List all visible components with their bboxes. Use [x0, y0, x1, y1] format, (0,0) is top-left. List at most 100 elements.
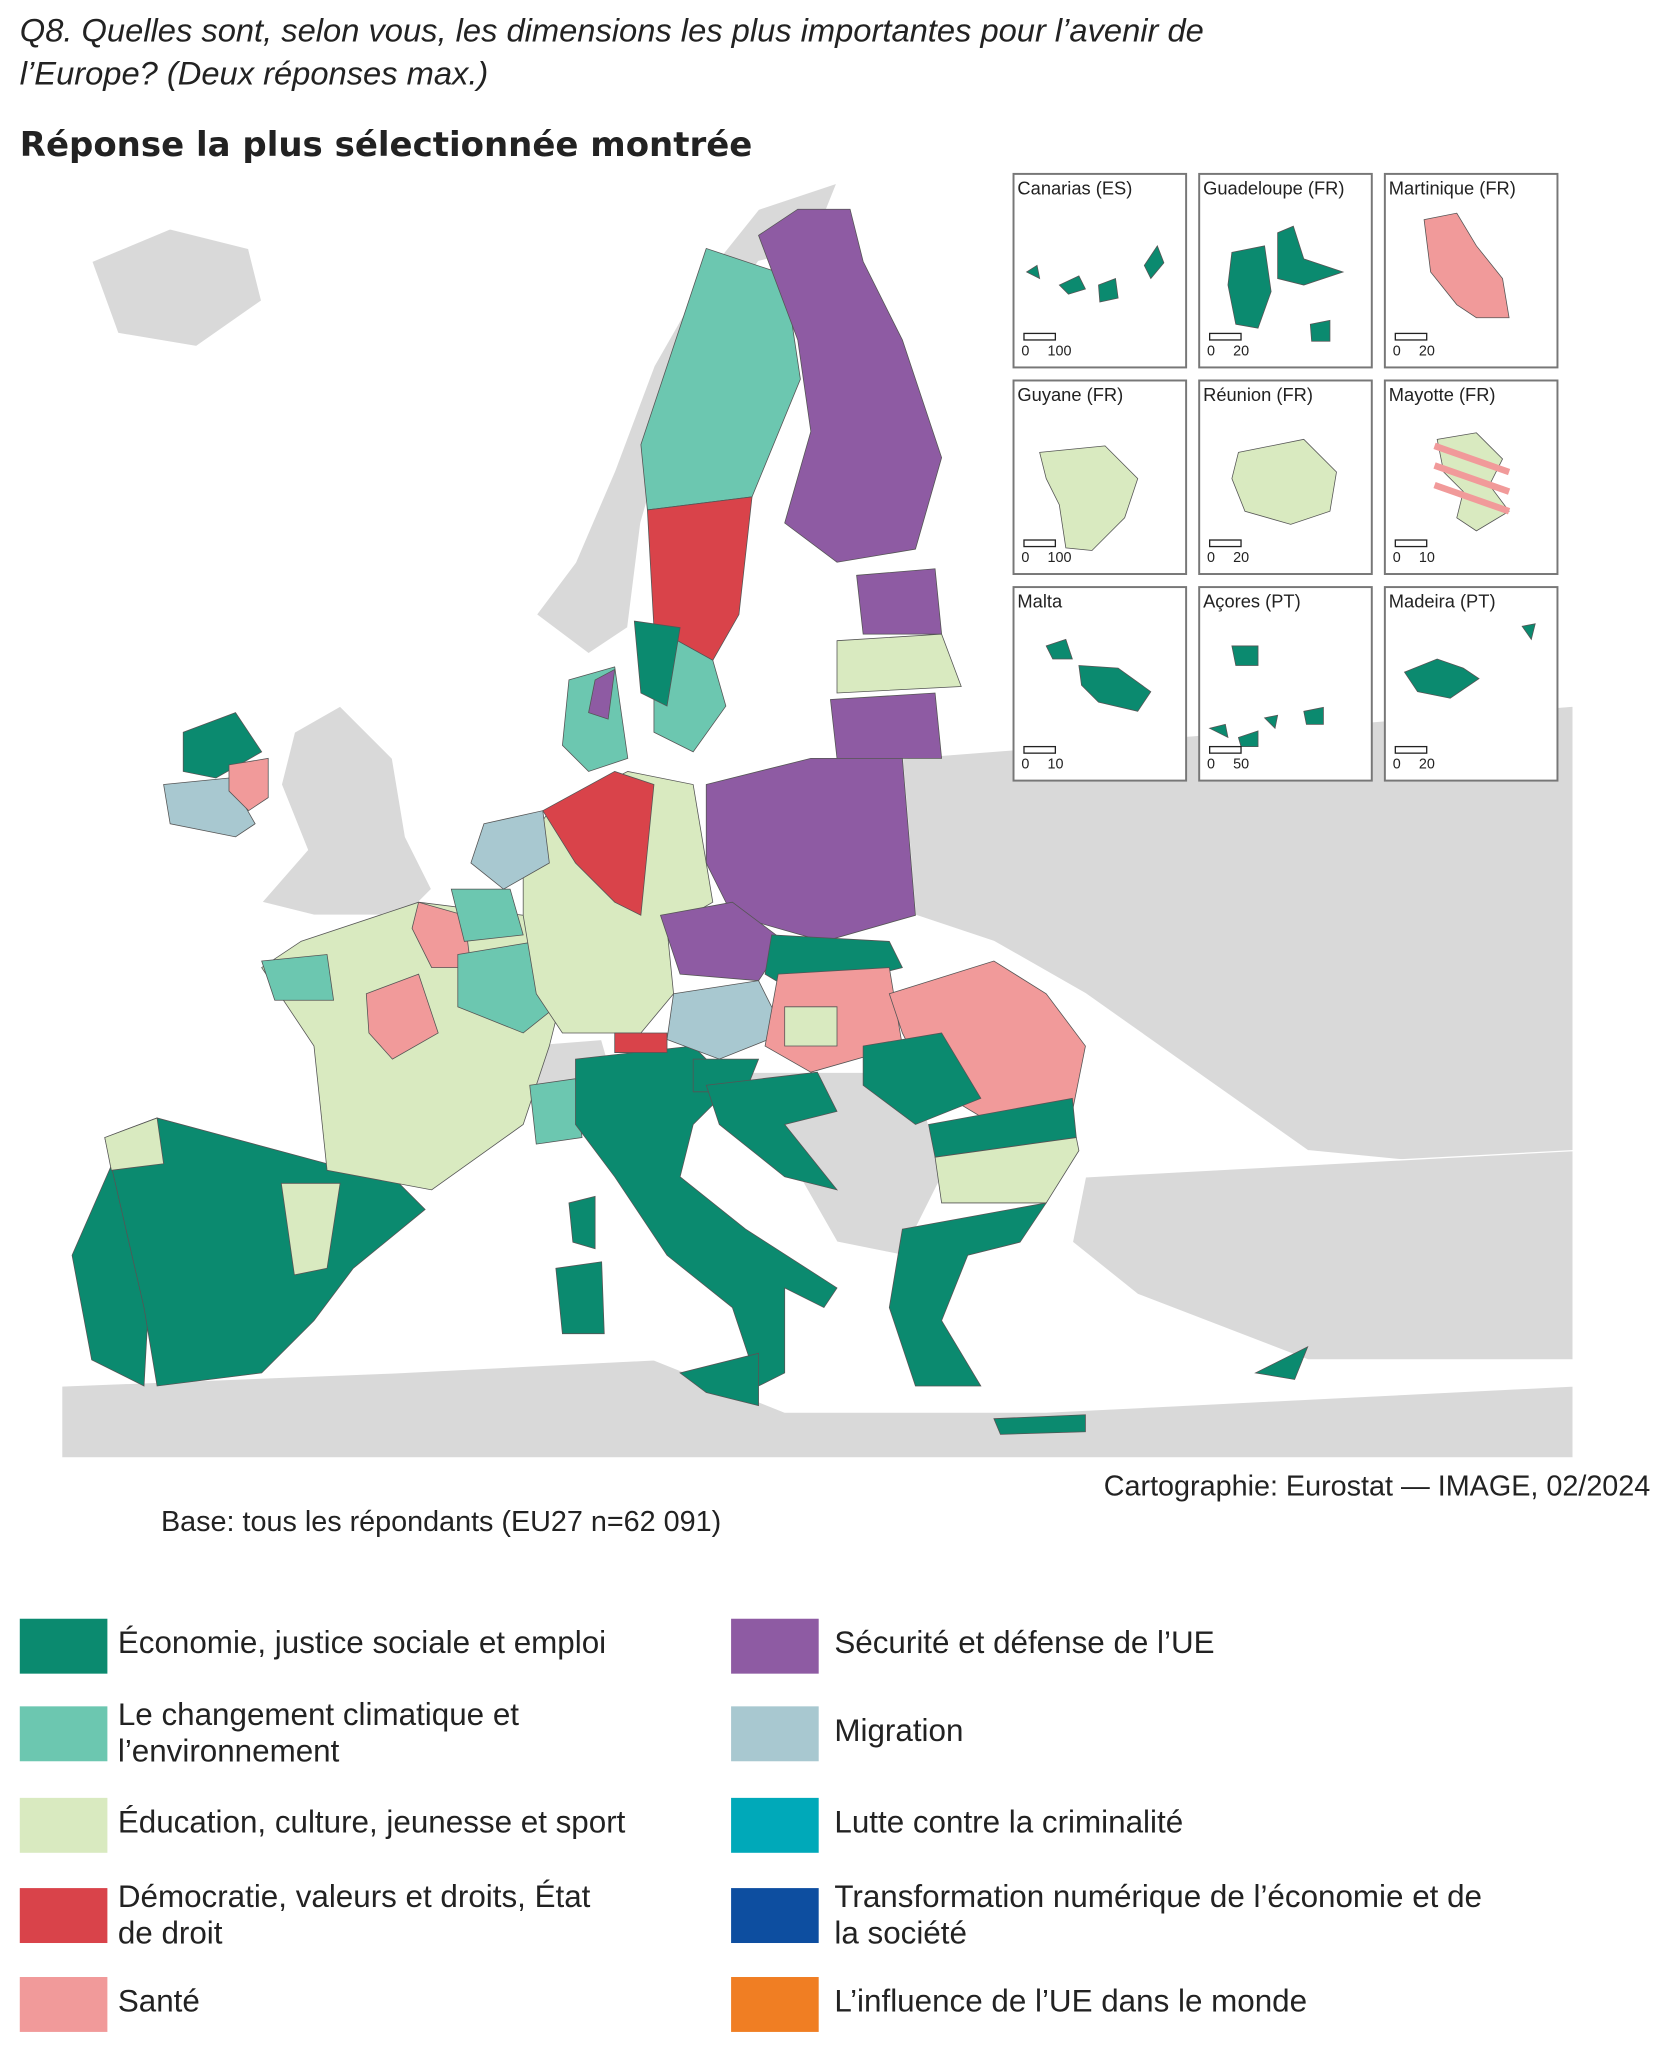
inset-region	[1263, 714, 1279, 730]
scale-bar	[1208, 745, 1242, 754]
region	[705, 1071, 839, 1191]
inset-region	[1227, 245, 1272, 329]
legend-swatch	[731, 1706, 819, 1762]
legend-swatch	[731, 1797, 819, 1853]
region	[529, 1078, 583, 1145]
inset-region	[1277, 225, 1345, 286]
inset-label: Mayotte (FR)	[1389, 384, 1496, 405]
inset-label: Réunion (FR)	[1203, 384, 1313, 405]
inset-label: Açores (PT)	[1203, 591, 1301, 612]
legend-label: de droit	[118, 1915, 223, 1950]
title-line: Q8. Quelles sont, selon vous, les dimens…	[20, 11, 1204, 48]
inset-label: Malta	[1017, 591, 1063, 612]
inset-region	[1231, 438, 1337, 525]
scale-label: 0	[1021, 757, 1029, 773]
scale-label: 0	[1207, 344, 1215, 360]
inset-region	[1521, 623, 1536, 641]
inset-region	[1098, 277, 1119, 303]
legend-swatch	[19, 1888, 108, 1944]
legend-label: Transformation numérique de l’économie e…	[834, 1879, 1482, 1914]
legend-swatch	[731, 1977, 819, 2032]
scale-bar	[1023, 745, 1057, 754]
inset-region	[1078, 665, 1152, 712]
region	[758, 208, 943, 563]
region	[856, 568, 943, 635]
land	[901, 705, 1574, 1178]
inset-label: Madeira (PT)	[1389, 591, 1496, 612]
region	[993, 1414, 1086, 1435]
title-line: l’Europe? (Deux réponses max.)	[20, 54, 489, 91]
legend-swatch	[19, 1977, 108, 2032]
scale-label: 0	[1207, 550, 1215, 566]
region	[280, 1182, 341, 1276]
region	[862, 1032, 982, 1125]
scale-label: 0	[1207, 757, 1215, 773]
scale-label: 0	[1021, 344, 1029, 360]
inset-stripe	[1433, 442, 1511, 476]
inset-stripe	[1433, 482, 1511, 515]
region	[261, 954, 335, 1001]
region	[365, 973, 439, 1060]
legend: Économie, justice sociale et emploi Le ch…	[19, 1618, 1482, 2032]
region	[568, 1195, 596, 1250]
scale-bar	[1023, 332, 1057, 341]
scale-bar	[1394, 332, 1428, 341]
region	[633, 620, 681, 707]
legend-swatch	[19, 1706, 108, 1762]
region	[679, 1352, 759, 1407]
inset-label: Martinique (FR)	[1389, 177, 1516, 198]
scale-label: 0	[1393, 757, 1401, 773]
inset-region	[1303, 706, 1324, 725]
scale-bar	[1394, 539, 1428, 548]
region	[1254, 1345, 1309, 1380]
legend-label: l’environnement	[118, 1734, 340, 1769]
scale-label: 0	[1021, 550, 1029, 566]
legend-label: Lutte contre la criminalité	[834, 1804, 1183, 1839]
region	[555, 1261, 605, 1335]
scale-bar	[1208, 332, 1242, 341]
scale-bar	[1394, 745, 1428, 754]
scale-bar	[1023, 539, 1057, 548]
scale-label: 100	[1048, 344, 1072, 360]
credit: Cartographie: Eurostat — IMAGE, 02/2024	[1104, 1471, 1651, 1503]
legend-swatch	[19, 1618, 108, 1674]
scale-label: 0	[1393, 550, 1401, 566]
legend-label: Éducation, culture, jeunesse et sport	[118, 1804, 626, 1839]
land	[90, 228, 263, 348]
legend-label: Santé	[118, 1983, 200, 2018]
region	[836, 633, 962, 694]
scale-label: 50	[1233, 757, 1249, 773]
region	[104, 1117, 165, 1171]
region	[934, 1137, 1080, 1204]
region	[888, 1202, 1048, 1387]
region	[228, 757, 269, 812]
legend-label: Migration	[834, 1713, 963, 1748]
inset-stripe	[1433, 462, 1511, 495]
inset-region	[1058, 275, 1086, 295]
scale-bar	[1208, 539, 1242, 548]
legend-swatch	[19, 1797, 108, 1853]
inset-label: Canarias (ES)	[1017, 177, 1132, 198]
inset-label: Guadeloupe (FR)	[1203, 177, 1344, 198]
region	[830, 692, 943, 759]
legend-label: Sécurité et défense de l’UE	[834, 1625, 1214, 1660]
legend-swatch	[731, 1888, 819, 1944]
inset-region	[1237, 730, 1259, 748]
scale-label: 20	[1233, 550, 1249, 566]
legend-label: Économie, justice sociale et emploi	[118, 1625, 606, 1660]
scale-label: 10	[1419, 550, 1435, 566]
inset-region	[1143, 244, 1165, 280]
scale-label: 20	[1233, 344, 1249, 360]
scale-label: 10	[1048, 757, 1064, 773]
base-note: Base: tous les répondants (EU27 n=62 091…	[161, 1506, 721, 1538]
inset-region	[1231, 645, 1259, 666]
scale-label: 0	[1393, 344, 1401, 360]
region	[646, 496, 753, 661]
region	[588, 668, 616, 720]
legend-swatch	[731, 1618, 819, 1674]
region	[542, 771, 655, 916]
region	[411, 901, 472, 968]
inset-label: Guyane (FR)	[1017, 384, 1123, 405]
